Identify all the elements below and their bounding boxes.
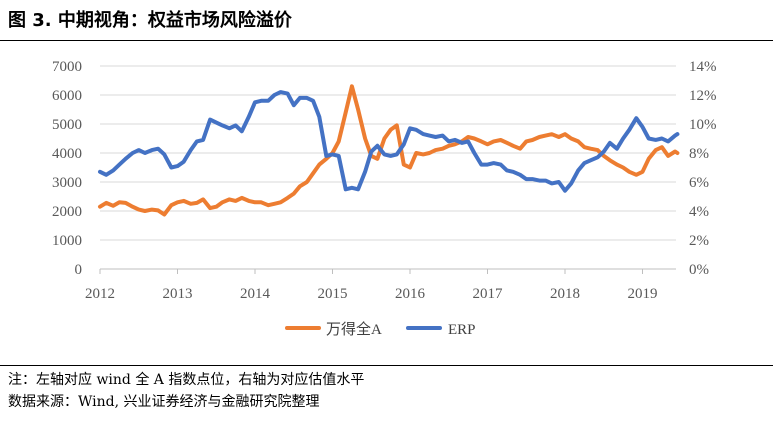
data-source: 数据来源：Wind, 兴业证券经济与金融研究院整理 bbox=[8, 394, 320, 410]
legend-label-erp: ERP bbox=[448, 322, 476, 338]
legend: 万得全A ERP bbox=[285, 320, 476, 338]
x-tick-label: 2019 bbox=[628, 286, 658, 302]
title-divider bbox=[0, 40, 773, 41]
gridlines bbox=[100, 65, 676, 241]
y-left-tick-label: 7000 bbox=[52, 59, 82, 75]
y-left-tick-label: 0 bbox=[75, 262, 83, 278]
line-chart: 0 1000 2000 3000 4000 5000 6000 7000 0% 2% 4% 6% 8% 1… bbox=[52, 59, 717, 338]
y-left-tick-label: 5000 bbox=[52, 117, 82, 133]
y-right-tick-label: 14% bbox=[689, 59, 717, 75]
series-line-wind-all-a bbox=[98, 84, 680, 217]
x-tick-label: 2014 bbox=[240, 286, 271, 302]
figure-note: 注：左轴对应 wind 全 A 指数点位，右轴为对应估值水平 bbox=[8, 372, 365, 388]
legend-label-wind-all-a: 万得全A bbox=[326, 320, 382, 338]
x-tick-label: 2017 bbox=[473, 286, 504, 302]
axes: 0 1000 2000 3000 4000 5000 6000 7000 0% 2% 4% 6% 8% 1… bbox=[52, 59, 717, 302]
series-lines bbox=[98, 84, 680, 217]
x-tick-label: 2018 bbox=[550, 286, 580, 302]
y-right-tick-label: 6% bbox=[689, 175, 709, 191]
x-tick-label: 2012 bbox=[85, 286, 115, 302]
y-right-tick-label: 0% bbox=[689, 262, 709, 278]
y-left-tick-label: 3000 bbox=[52, 175, 82, 191]
y-right-tick-label: 2% bbox=[689, 233, 709, 249]
y-right-tick-label: 4% bbox=[689, 204, 709, 220]
y-right-tick-label: 12% bbox=[689, 88, 717, 104]
x-tick-label: 2015 bbox=[318, 286, 348, 302]
y-right-tick-label: 10% bbox=[689, 117, 717, 133]
x-tick-label: 2016 bbox=[395, 286, 426, 302]
x-tick-label: 2013 bbox=[163, 286, 193, 302]
y-left-tick-label: 2000 bbox=[52, 204, 82, 220]
note-divider bbox=[0, 365, 773, 366]
figure-title: 图 3. 中期视角：权益市场风险溢价 bbox=[8, 10, 292, 31]
series-line-erp bbox=[98, 90, 680, 193]
y-left-tick-label: 6000 bbox=[52, 88, 82, 104]
y-left-tick-label: 4000 bbox=[52, 146, 82, 162]
y-right-tick-label: 8% bbox=[689, 146, 709, 162]
y-left-tick-label: 1000 bbox=[52, 233, 82, 249]
